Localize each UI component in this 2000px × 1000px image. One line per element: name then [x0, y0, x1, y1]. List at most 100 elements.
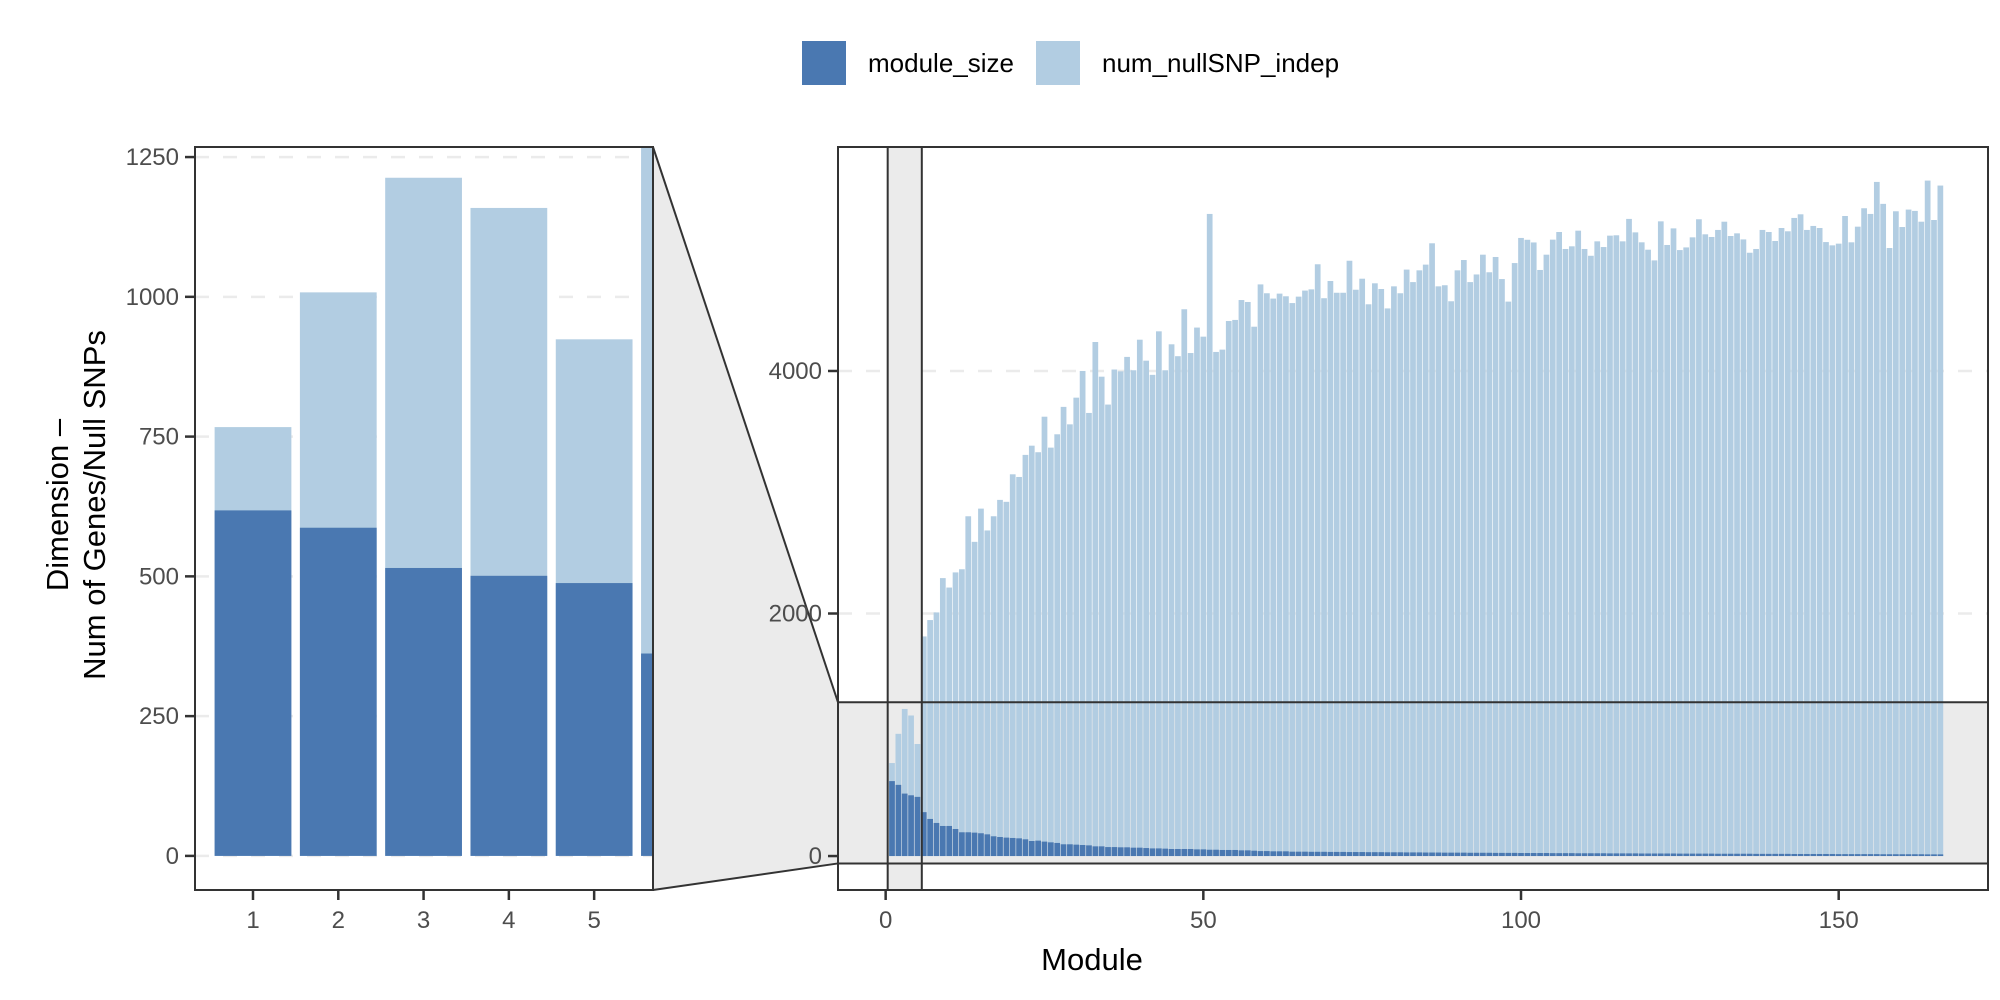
bar-module-size: [1524, 853, 1531, 857]
bar-module-size: [1893, 854, 1899, 857]
bar-num-nullSNP-indep: [1327, 280, 1334, 857]
bar-num-nullSNP-indep: [1416, 270, 1423, 857]
bar-num-nullSNP-indep: [1912, 210, 1918, 857]
bar-module-size: [1797, 853, 1804, 857]
bar-num-nullSNP-indep: [1880, 203, 1887, 857]
bar-num-nullSNP-indep: [1346, 260, 1353, 857]
y-tick-label: 0: [809, 843, 822, 870]
bar-module-size: [1098, 846, 1105, 857]
bar-num-nullSNP-indep: [997, 499, 1003, 857]
bar-num-nullSNP-indep: [1676, 250, 1683, 857]
bar-num-nullSNP-indep: [1918, 221, 1925, 857]
bar-num-nullSNP-indep: [1403, 269, 1410, 857]
bar-num-nullSNP-indep: [1454, 270, 1461, 857]
bar-module-size: [1645, 853, 1651, 857]
bar-module-size: [1067, 844, 1073, 857]
bar-num-nullSNP-indep: [1772, 240, 1779, 857]
bar-module-size: [470, 575, 548, 856]
bar-module-size: [1791, 853, 1798, 857]
bar-module-size: [1816, 853, 1823, 857]
bar-num-nullSNP-indep: [1264, 293, 1270, 857]
bar-module-size: [1581, 853, 1588, 857]
bar-num-nullSNP-indep: [1626, 218, 1632, 857]
bar-num-nullSNP-indep: [1842, 216, 1848, 857]
bar-num-nullSNP-indep: [1378, 289, 1385, 857]
bar-module-size: [1804, 853, 1810, 857]
bar-module-size: [1314, 851, 1321, 857]
bar-num-nullSNP-indep: [1283, 296, 1289, 857]
bar-num-nullSNP-indep: [1295, 296, 1302, 857]
bar-num-nullSNP-indep: [1359, 278, 1366, 857]
bar-num-nullSNP-indep: [1372, 283, 1378, 857]
bar-num-nullSNP-indep: [1816, 228, 1823, 857]
legend-key-num-nullsnp-indep: [1035, 41, 1080, 85]
bar-module-size: [1886, 854, 1893, 857]
x-tick-label: 4: [502, 907, 515, 934]
y-axis-title-line1: Dimension –: [40, 418, 75, 591]
bar-num-nullSNP-indep: [1575, 230, 1582, 857]
bar-module-size: [1105, 847, 1111, 857]
bar-module-size: [933, 822, 940, 857]
bar-num-nullSNP-indep: [1835, 243, 1842, 857]
bar-module-size: [1289, 851, 1296, 857]
bar-module-size: [1372, 852, 1378, 857]
zoom-connector: [653, 147, 838, 890]
bar-num-nullSNP-indep: [1111, 369, 1118, 857]
bar-module-size: [1861, 854, 1867, 857]
bar-num-nullSNP-indep: [1155, 331, 1162, 857]
bar-num-nullSNP-indep: [1206, 213, 1213, 857]
bar-module-size: [1518, 853, 1524, 857]
bar-module-size: [1492, 852, 1499, 857]
x-tick-label: 5: [587, 907, 600, 934]
bar-num-nullSNP-indep: [1645, 249, 1651, 857]
bar-module-size: [1657, 853, 1664, 857]
bar-num-nullSNP-indep: [984, 530, 991, 857]
bar-num-nullSNP-indep: [1638, 242, 1645, 857]
bar-num-nullSNP-indep: [1092, 341, 1099, 857]
bar-num-nullSNP-indep: [1124, 356, 1130, 857]
bar-module-size: [1397, 852, 1404, 857]
bar-module-size: [1295, 851, 1302, 857]
bar-module-size: [1829, 853, 1836, 857]
legend-key-module-size: [802, 41, 846, 85]
bar-num-nullSNP-indep: [1016, 476, 1022, 857]
bar-num-nullSNP-indep: [1518, 237, 1524, 857]
bar-num-nullSNP-indep: [1651, 260, 1658, 857]
bar-num-nullSNP-indep: [1594, 241, 1601, 857]
bar-num-nullSNP-indep: [952, 572, 959, 857]
bar-module-size: [1480, 852, 1486, 857]
bar-module-size: [1486, 852, 1493, 857]
bar-num-nullSNP-indep: [1893, 211, 1899, 857]
bar-module-size: [1511, 852, 1518, 857]
bar-module-size: [1079, 845, 1086, 857]
bar-num-nullSNP-indep: [1492, 256, 1499, 857]
y-tick-label: 2000: [769, 601, 822, 628]
bar-num-nullSNP-indep: [1352, 289, 1359, 857]
bar-module-size: [1530, 853, 1537, 857]
bar-num-nullSNP-indep: [1130, 370, 1137, 857]
bar-num-nullSNP-indep: [1670, 228, 1677, 857]
bar-num-nullSNP-indep: [1905, 209, 1912, 857]
bar-module-size: [1638, 853, 1645, 857]
bar-module-size: [1676, 853, 1683, 857]
bar-num-nullSNP-indep: [1251, 326, 1258, 857]
bar-module-size: [1600, 853, 1607, 857]
bar-module-size: [1670, 853, 1677, 857]
bar-module-size: [385, 567, 462, 856]
bar-module-size: [1607, 853, 1613, 857]
bar-module-size: [1206, 849, 1213, 857]
y-tick-label: 750: [139, 424, 179, 451]
bar-num-nullSNP-indep: [920, 636, 927, 857]
x-tick-label: 2: [332, 907, 345, 934]
bar-module-size: [1200, 849, 1207, 857]
bar-num-nullSNP-indep: [1003, 501, 1010, 857]
bar-module-size: [1448, 852, 1454, 857]
bar-module-size: [1683, 853, 1690, 857]
bar-num-nullSNP-indep: [1549, 239, 1556, 857]
bar-module-size: [1403, 852, 1410, 857]
bar-module-size: [889, 781, 895, 857]
bar-module-size: [1835, 854, 1842, 857]
bar-module-size: [1543, 853, 1550, 857]
bar-num-nullSNP-indep: [990, 516, 997, 857]
bar-module-size: [1613, 853, 1620, 857]
